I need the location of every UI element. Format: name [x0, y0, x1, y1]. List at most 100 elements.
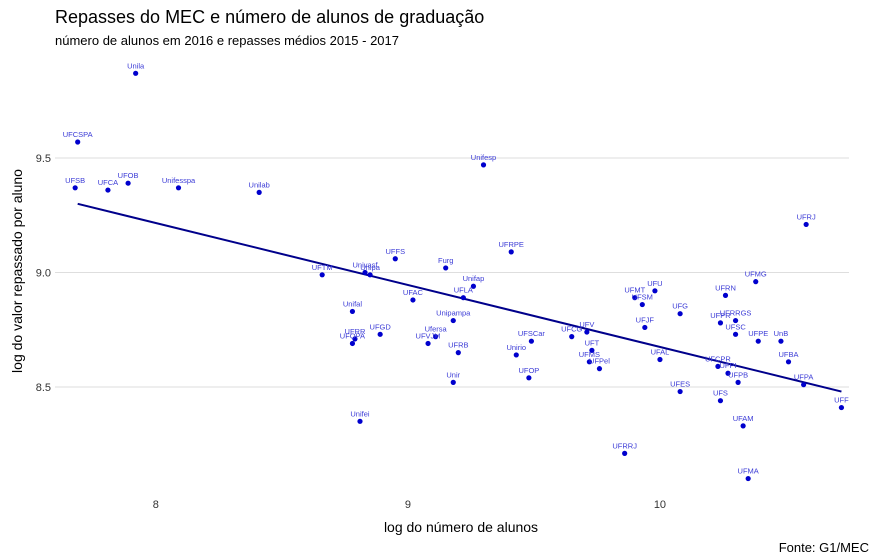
point-label: UFRR	[345, 327, 366, 336]
x-tick-label: 10	[654, 499, 666, 511]
data-point: UFMS	[579, 350, 600, 365]
data-point: UFRPE	[499, 240, 524, 255]
point-label: Unipa	[360, 263, 380, 272]
data-point: UFT	[585, 338, 600, 353]
point-marker	[319, 272, 325, 278]
x-tick-label: 9	[405, 499, 411, 511]
data-point: UFS	[713, 389, 728, 404]
point-label: UFCPR	[705, 354, 731, 363]
point-marker	[433, 334, 439, 340]
data-point: UFBA	[778, 350, 799, 365]
point-marker	[377, 331, 383, 337]
data-point: UFRR	[345, 327, 366, 342]
point-label: UFCG	[561, 325, 582, 334]
data-point: Unipa	[360, 263, 381, 278]
point-marker	[349, 340, 356, 347]
point-marker	[362, 269, 368, 276]
data-point: UFU	[647, 279, 663, 294]
data-point: UnB	[774, 329, 788, 344]
point-label: Unirio	[506, 343, 526, 352]
data-point: UFRRJ	[612, 441, 637, 456]
data-point: UFFS	[385, 247, 405, 262]
point-marker	[367, 272, 373, 278]
data-point: Ufersa	[425, 325, 448, 340]
data-point: UFOPA	[340, 331, 365, 347]
point-label: UFV	[579, 320, 594, 329]
point-marker	[450, 379, 456, 385]
point-label: UFAC	[403, 288, 424, 297]
point-marker	[740, 423, 746, 429]
point-label: UFPI	[719, 361, 736, 370]
data-point: UFLA	[454, 286, 473, 301]
point-label: Univasf	[353, 261, 379, 270]
point-label: UFSCar	[518, 329, 546, 338]
point-label: Ufersa	[425, 325, 448, 334]
data-point: Unila	[127, 61, 145, 76]
data-point: UFCG	[561, 325, 583, 340]
point-label: Unilab	[249, 180, 270, 189]
data-point: UFPel	[589, 357, 610, 372]
data-point: UFMT	[624, 286, 646, 301]
point-label: UFRJ	[797, 212, 816, 221]
point-label: UFRRGS	[720, 309, 752, 318]
point-label: UFOB	[118, 171, 139, 180]
point-marker	[803, 221, 809, 228]
chart-caption: Fonte: G1/MEC	[778, 540, 869, 555]
point-marker	[732, 317, 739, 324]
point-label: UFRRJ	[612, 441, 637, 450]
point-marker	[125, 180, 131, 186]
axis-ticks: 8.5 9.0 9.5 8 9 10	[36, 153, 666, 511]
point-marker	[717, 320, 724, 326]
data-point: UFCA	[98, 178, 118, 193]
data-point: UFOB	[118, 171, 139, 186]
point-marker	[392, 256, 398, 262]
point-label: UFRPE	[499, 240, 524, 249]
point-label: UFSM	[632, 293, 653, 302]
point-marker	[586, 359, 592, 365]
data-point: UFSM	[632, 293, 653, 308]
x-tick-label: 8	[153, 499, 159, 511]
point-label: UFPA	[794, 373, 813, 382]
point-label: UFES	[670, 380, 690, 389]
point-marker	[357, 418, 363, 424]
data-point: Unirio	[506, 343, 526, 358]
data-point: UFVJM	[416, 331, 441, 347]
point-marker	[838, 404, 845, 411]
point-label: UFPB	[728, 370, 748, 379]
point-marker	[528, 338, 535, 344]
point-label: Furg	[438, 256, 453, 265]
point-label: UFTM	[312, 263, 333, 272]
point-marker	[72, 185, 78, 191]
data-point: UFGD	[370, 322, 391, 337]
point-marker	[677, 388, 683, 395]
point-label: Unifal	[343, 299, 363, 308]
point-marker	[785, 359, 792, 365]
point-label: UFMG	[745, 270, 767, 279]
data-point: Unifal	[343, 299, 363, 315]
point-marker	[480, 162, 487, 168]
point-label: UFMT	[624, 286, 645, 295]
data-point: UFTM	[312, 263, 333, 278]
data-point: UFAM	[733, 414, 754, 429]
point-marker	[722, 292, 729, 298]
data-point: UFV	[579, 320, 594, 335]
point-marker	[801, 382, 807, 388]
y-axis-label: log do valor repassado por aluno	[9, 169, 25, 373]
point-label: UFSC	[725, 322, 746, 331]
point-label: UFVJM	[416, 331, 441, 340]
point-marker	[596, 366, 603, 372]
data-point: UFOP	[518, 366, 539, 381]
point-marker	[569, 334, 575, 340]
data-point: UFPE	[748, 329, 768, 344]
point-label: UFCA	[98, 178, 118, 187]
chart-title: Repasses do MEC e número de alunos de gr…	[55, 7, 485, 27]
point-label: UFOPA	[340, 331, 365, 340]
point-marker	[753, 279, 759, 285]
point-marker	[460, 295, 466, 301]
data-point: UFF	[834, 396, 849, 411]
point-marker	[778, 338, 784, 344]
point-label: UFFS	[385, 247, 405, 256]
grid-lines	[55, 157, 849, 388]
point-label: UFU	[647, 279, 662, 288]
data-point: Furg	[438, 256, 453, 271]
